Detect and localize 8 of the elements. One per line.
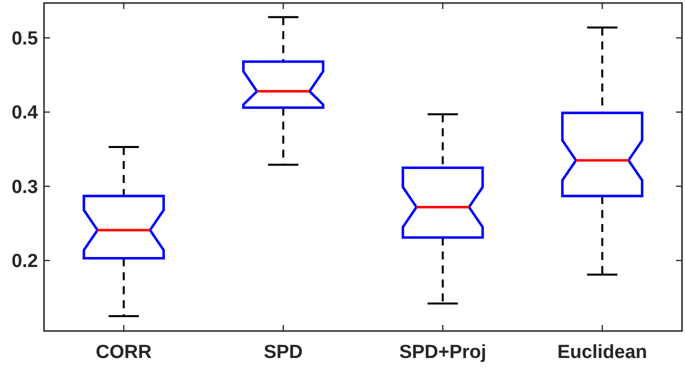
y-tick-label: 0.4	[12, 102, 38, 124]
x-tick-label: CORR	[96, 342, 152, 363]
y-tick-label: 0.2	[12, 251, 38, 272]
y-tick-label: 0.5	[12, 28, 38, 50]
y-tick-label: 0.3	[12, 176, 38, 198]
x-tick-label: SPD+Proj	[399, 342, 486, 363]
x-tick-label: SPD	[264, 342, 303, 363]
x-tick-label: Euclidean	[557, 342, 648, 363]
